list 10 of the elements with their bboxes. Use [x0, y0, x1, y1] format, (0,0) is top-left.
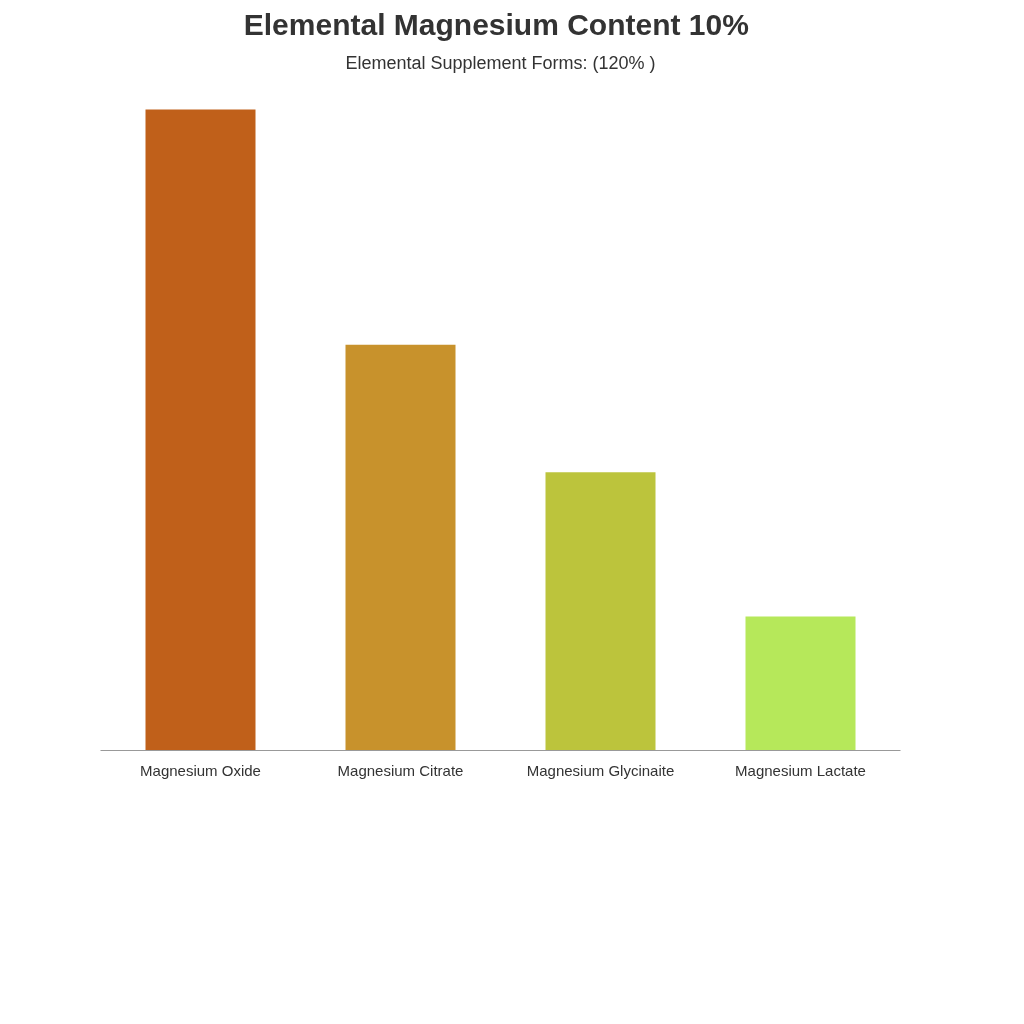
x-tick-label: Magnesium Citrate — [337, 761, 464, 779]
x-tick-label: Magnesium Oxide — [140, 761, 261, 779]
chart-title: Elemental Magnesium Content 10% — [243, 7, 749, 41]
bar — [345, 344, 456, 751]
x-tick-label: Magnesium Glycinaite — [526, 761, 675, 779]
chart-subtitle: Elemental Supplement Forms: (120% ) — [345, 52, 656, 73]
bar — [145, 109, 256, 751]
bar — [745, 616, 856, 751]
bar — [545, 472, 656, 751]
x-tick-label: Magnesium Lactate — [735, 761, 866, 779]
